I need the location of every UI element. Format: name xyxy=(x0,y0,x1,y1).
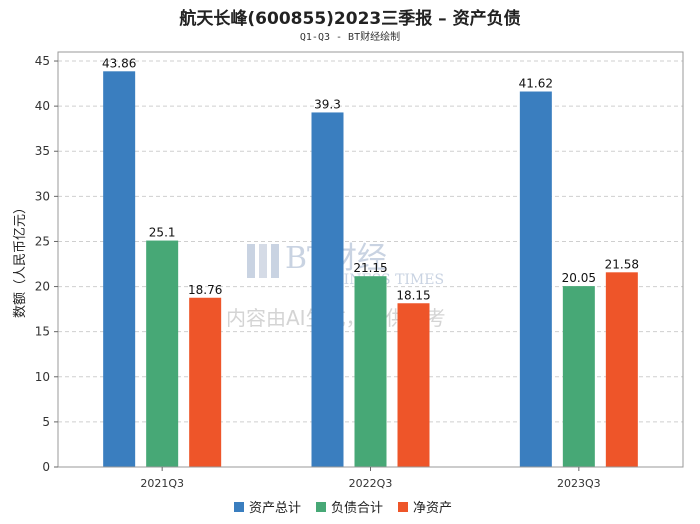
data-label: 18.76 xyxy=(188,283,222,297)
x-tick-label: 2022Q3 xyxy=(349,477,393,490)
legend-layer: 资产总计 负债合计 净资产 xyxy=(234,501,452,516)
x-tick-label: 2021Q3 xyxy=(140,477,184,490)
y-axis-label: 数额（人民币亿元） xyxy=(13,201,28,318)
y-tick-label: 25 xyxy=(35,234,50,248)
bar xyxy=(605,272,638,467)
y-tick-label: 0 xyxy=(42,460,50,474)
legend-swatch xyxy=(398,502,408,512)
legend-label: 资产总计 xyxy=(249,501,301,516)
data-label: 21.15 xyxy=(353,261,387,275)
watermark-logo-icon-2 xyxy=(259,244,267,278)
data-label: 21.58 xyxy=(605,257,639,271)
legend-label: 净资产 xyxy=(413,501,452,516)
data-label: 25.1 xyxy=(149,226,176,240)
y-tick-label: 15 xyxy=(35,325,50,339)
chart-subtitle: Q1-Q3 - BT财经绘制 xyxy=(299,32,401,43)
x-tick-label: 2023Q3 xyxy=(557,477,601,490)
data-label: 18.15 xyxy=(396,288,430,302)
chart-title: 航天长峰(600855)2023三季报 – 资产负债 xyxy=(179,9,521,29)
bar xyxy=(311,112,344,468)
axes-layer: 0 5 10 15 20 25 30 35 40 45 数额（人民币亿元） 2021Q3 2022Q3 2… xyxy=(13,51,684,490)
bar xyxy=(519,91,552,467)
y-tick-label: 5 xyxy=(42,415,50,429)
bar xyxy=(146,240,179,467)
y-tick-label: 35 xyxy=(35,144,50,158)
bars-layer: 43.86 25.1 18.76 39.3 21.15 18.15 41.62 20.05 21… xyxy=(102,56,639,468)
y-tick-label: 20 xyxy=(35,280,50,294)
bar xyxy=(354,276,387,467)
bar xyxy=(103,71,136,467)
y-tick-label: 10 xyxy=(35,370,50,384)
data-label: 20.05 xyxy=(562,271,596,285)
data-label: 41.62 xyxy=(519,77,553,91)
bar xyxy=(562,286,595,467)
bar xyxy=(189,297,222,467)
data-label: 39.3 xyxy=(314,97,341,111)
watermark-logo-icon-3 xyxy=(271,244,279,278)
watermark-logo-icon xyxy=(247,244,255,278)
data-label: 43.86 xyxy=(102,56,136,70)
y-tick-label: 30 xyxy=(35,189,50,203)
legend-label: 负债合计 xyxy=(331,501,383,516)
legend-swatch xyxy=(234,502,244,512)
legend-swatch xyxy=(316,502,326,512)
y-tick-label: 40 xyxy=(35,99,50,113)
bar xyxy=(397,303,430,467)
y-tick-label: 45 xyxy=(35,54,50,68)
